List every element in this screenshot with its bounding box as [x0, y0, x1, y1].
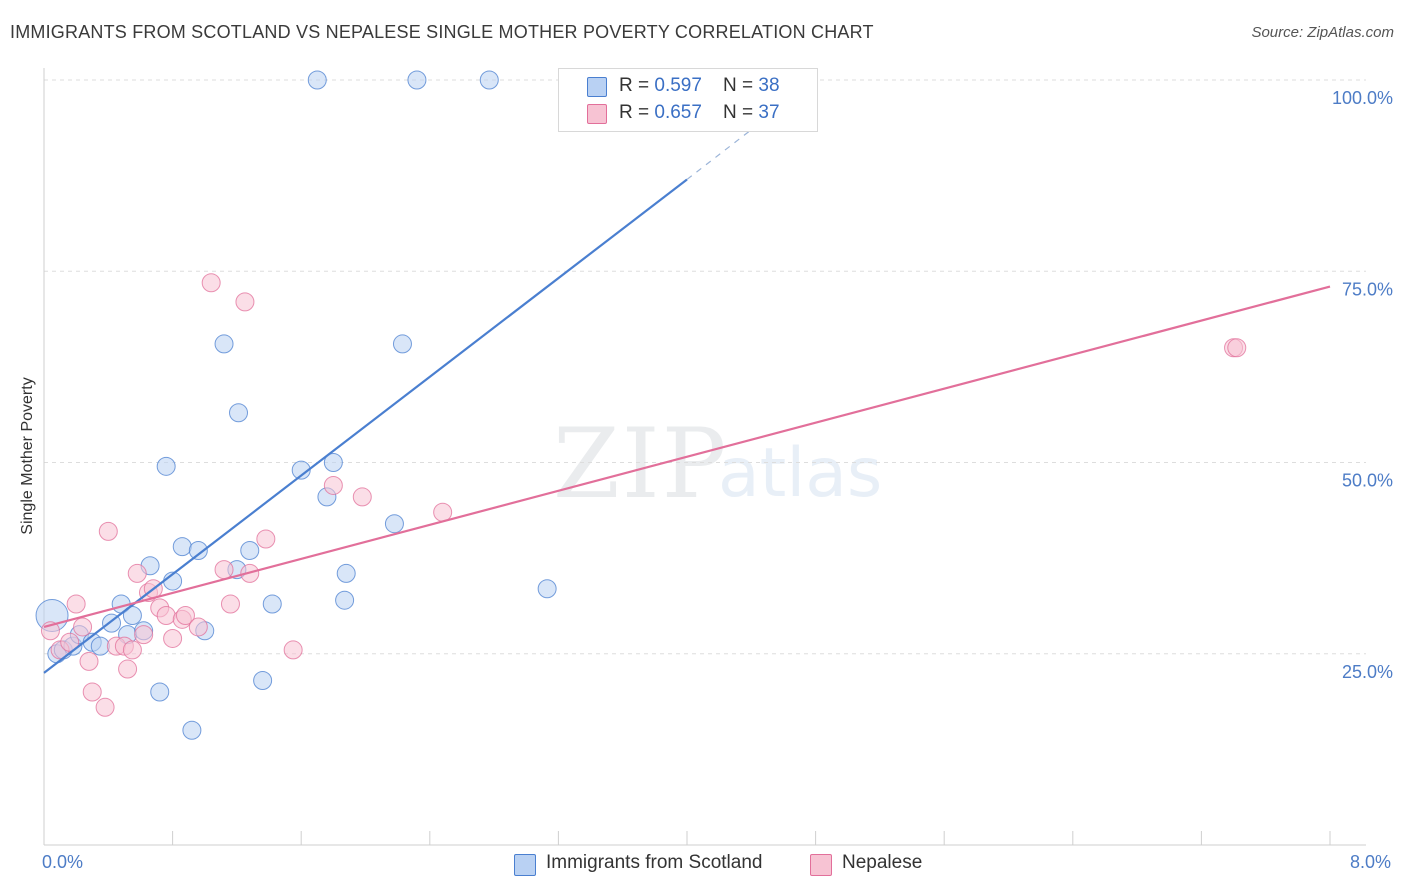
scotland-point — [323, 453, 343, 472]
scotland-n-label: N = — [723, 75, 759, 96]
nepalese-point — [98, 521, 118, 541]
nepalese-point — [134, 625, 154, 645]
scotland-point — [336, 563, 356, 583]
y-tick-label: 25.0% — [1342, 662, 1393, 682]
nepalese-point — [122, 640, 142, 660]
y-tick-label: 75.0% — [1342, 279, 1393, 299]
nepalese-r-label: R = — [619, 102, 655, 123]
scotland-point — [150, 682, 170, 702]
scotland-point — [392, 334, 412, 354]
nepalese-point — [188, 617, 208, 637]
nepalese-point — [175, 606, 195, 625]
y-tick-label: 50.0% — [1342, 471, 1393, 491]
nepalese-point — [201, 273, 221, 293]
legend-swatch-nepalese — [810, 854, 832, 876]
scotland-point — [182, 720, 202, 740]
scotland-point — [262, 594, 282, 614]
scotland-point — [335, 590, 355, 610]
nepalese-point — [235, 292, 255, 312]
watermark-zip: ZIP — [553, 408, 729, 520]
legend-swatch-scotland — [514, 854, 536, 876]
nepalese-point — [79, 651, 99, 671]
nepalese-point — [256, 529, 276, 549]
scotland-swatch — [587, 77, 607, 97]
nepalese-point — [220, 594, 240, 614]
nepalese-point — [118, 659, 138, 679]
scotland-point — [240, 540, 260, 560]
legend-label-nepalese: Nepalese — [842, 852, 923, 873]
nepalese-point — [82, 682, 102, 702]
nepalese-point — [323, 475, 343, 495]
nepalese-point — [1227, 338, 1247, 358]
x-tick-label-min: 0.0% — [42, 852, 84, 872]
nepalese-point — [60, 632, 80, 652]
scotland-point — [407, 70, 427, 90]
nepalese-swatch — [587, 104, 607, 124]
nepalese-n-label: N = — [723, 102, 759, 123]
scotland-point — [479, 70, 499, 90]
scotland-point — [229, 403, 249, 423]
scotland-n-value: 38 — [758, 75, 780, 96]
stats-legend: R = 0.597 N = 38 R = 0.657 N = 37 — [558, 68, 818, 132]
nepalese-trend-line — [43, 285, 1331, 629]
scotland-point — [188, 540, 208, 560]
nepalese-point — [156, 606, 176, 625]
scotland-point — [537, 579, 557, 599]
chart-title: IMMIGRANTS FROM SCOTLAND VS NEPALESE SIN… — [10, 22, 874, 42]
scotland-trend-line — [43, 178, 688, 674]
nepalese-point — [433, 502, 453, 522]
nepalese-point — [73, 617, 93, 637]
scotland-point — [307, 70, 327, 90]
scotland-point — [384, 514, 404, 534]
nepalese-n-value: 37 — [758, 102, 780, 123]
scotland-r-value: 0.597 — [654, 75, 702, 96]
scotland-point — [90, 636, 110, 656]
scotland-point — [214, 334, 234, 354]
scotland-point — [156, 456, 176, 476]
scotland-r-label: R = — [619, 75, 655, 96]
scotland-point — [253, 671, 273, 691]
nepalese-point — [95, 697, 115, 717]
x-tick-label-max: 8.0% — [1350, 852, 1392, 872]
source-label: Source: ZipAtlas.com — [1251, 24, 1394, 41]
nepalese-point — [66, 594, 86, 614]
nepalese-point — [127, 563, 147, 583]
legend-label-scotland: Immigrants from Scotland — [546, 852, 763, 873]
nepalese-r-value: 0.657 — [654, 102, 702, 123]
scotland-point — [172, 537, 192, 557]
bottom-legend: Immigrants from Scotland Nepalese — [0, 852, 1406, 878]
y-tick-label: 100.0% — [1332, 88, 1393, 108]
scotland-point — [291, 460, 311, 480]
nepalese-point — [352, 487, 372, 507]
scotland-point — [122, 606, 142, 625]
nepalese-point — [163, 628, 183, 648]
nepalese-point — [214, 560, 234, 580]
watermark-atlas: atlas — [718, 434, 883, 513]
nepalese-point — [283, 640, 303, 660]
